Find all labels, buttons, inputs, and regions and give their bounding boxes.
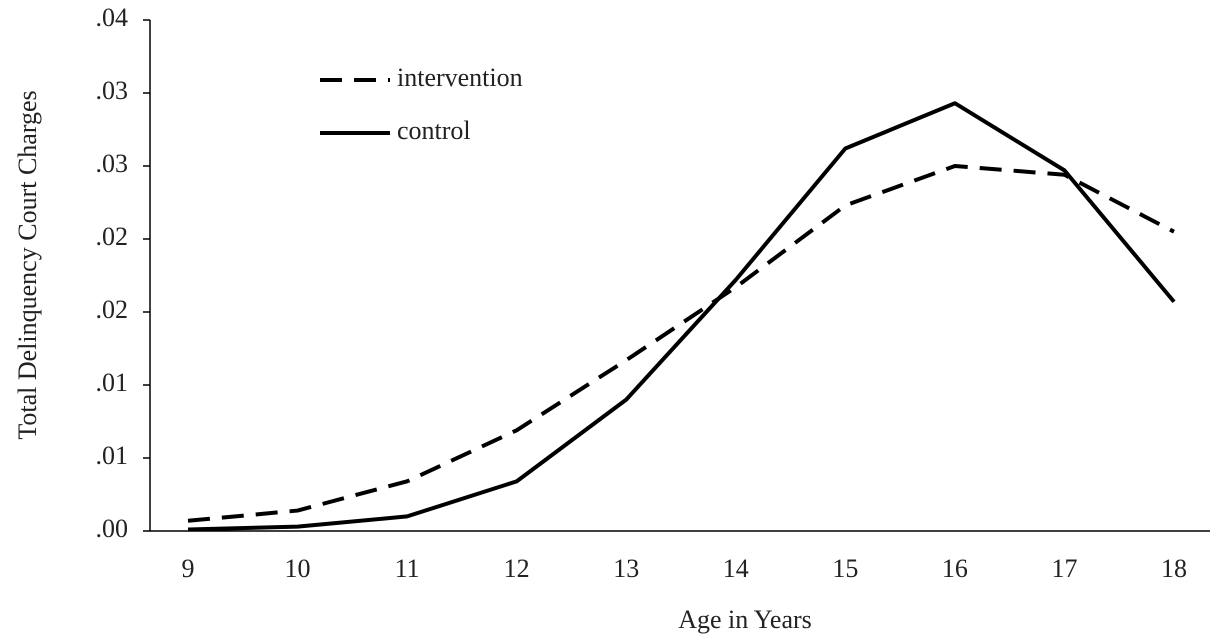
- line-series: [187, 101, 1176, 532]
- x-tick-label: 12: [504, 554, 530, 583]
- x-tick-label: 18: [1161, 554, 1187, 583]
- y-tick-label: .00: [96, 514, 129, 543]
- x-tick-label: 10: [285, 554, 311, 583]
- legend-label: intervention: [397, 63, 523, 92]
- line-series: [187, 164, 1175, 523]
- y-tick-label: .02: [96, 222, 129, 251]
- y-tick-label: .03: [96, 76, 129, 105]
- y-tick-label: .03: [96, 149, 129, 178]
- x-axis-title: Age in Years: [678, 605, 812, 634]
- x-tick-label: 17: [1051, 554, 1077, 583]
- x-tick-label: 16: [942, 554, 968, 583]
- x-tick-label: 13: [613, 554, 639, 583]
- x-tick-label: 14: [723, 554, 749, 583]
- x-tick-label: 15: [832, 554, 858, 583]
- x-tick-label: 11: [395, 554, 420, 583]
- y-tick-label: .04: [96, 3, 129, 32]
- x-tick-label: 9: [182, 554, 195, 583]
- y-tick-label: .01: [96, 368, 129, 397]
- legend-label: control: [397, 116, 471, 145]
- y-axis-title: Total Delinquency Court Charges: [13, 90, 42, 439]
- y-tick-label: .01: [96, 441, 129, 470]
- y-tick-label: .02: [96, 295, 129, 324]
